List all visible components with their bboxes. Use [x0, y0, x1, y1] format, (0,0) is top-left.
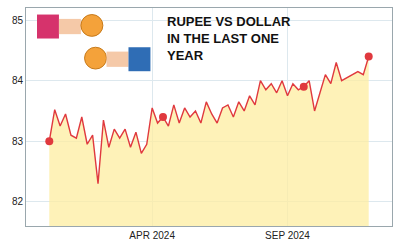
svg-text:SEP 2024: SEP 2024	[265, 230, 310, 241]
svg-text:82: 82	[12, 196, 24, 207]
svg-text:APR 2024: APR 2024	[129, 230, 175, 241]
svg-text:85: 85	[12, 15, 24, 26]
svg-text:RUPEE VS DOLLARIN THE LAST ONE: RUPEE VS DOLLARIN THE LAST ONEYEAR	[167, 14, 291, 63]
svg-text:83: 83	[12, 136, 24, 147]
svg-text:84: 84	[12, 75, 24, 86]
